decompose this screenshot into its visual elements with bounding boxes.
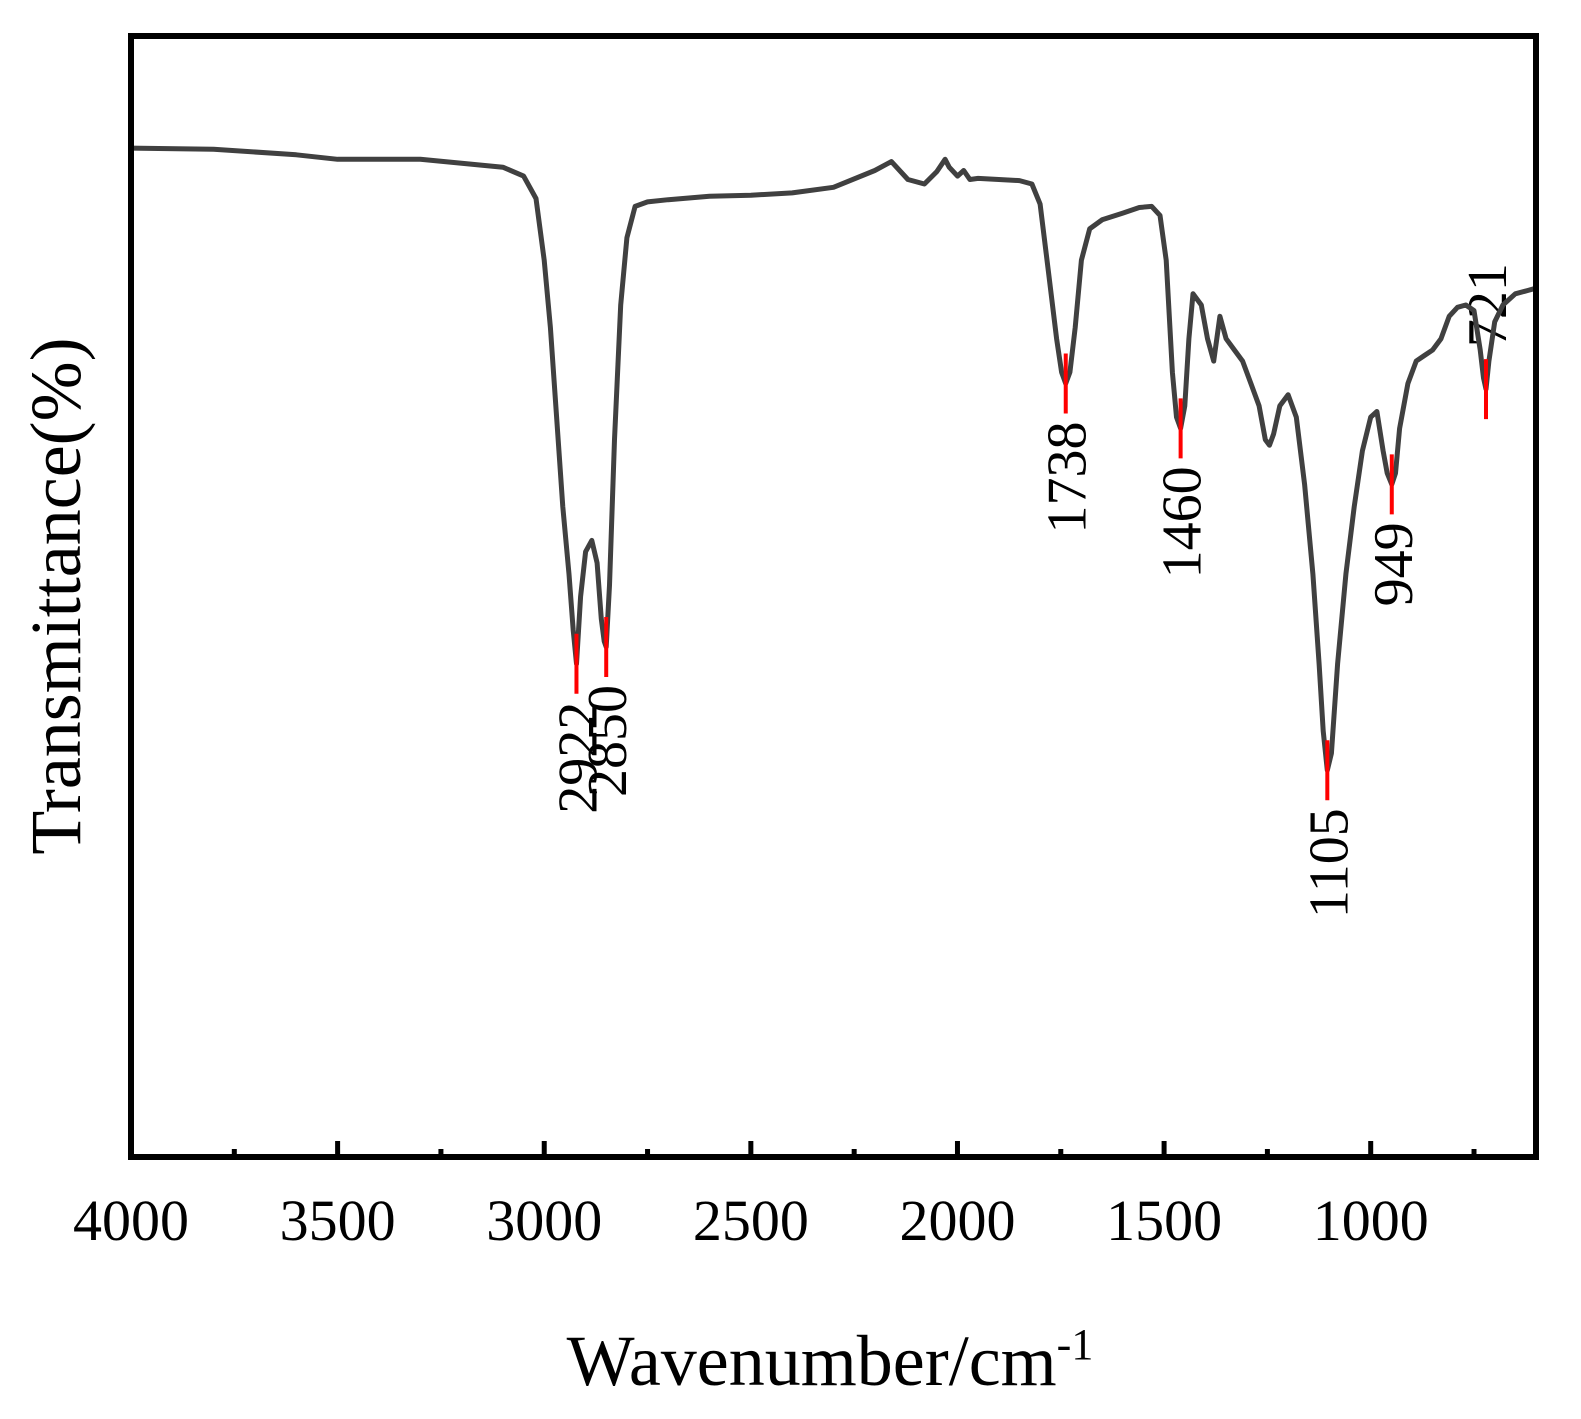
x-axis-title-superscript: -1 [1057, 1320, 1094, 1369]
x-tick-label-4000: 4000 [73, 1188, 189, 1253]
series-layer [128, 145, 1539, 773]
peak-label-1738: 1738 [1037, 422, 1099, 534]
x-tick-label-2500: 2500 [693, 1188, 809, 1253]
plot-frame [128, 33, 1539, 1160]
peak-label-1460: 1460 [1152, 466, 1214, 578]
x-axis-tick-labels: 4000 3500 3000 2500 2000 1500 1000 [73, 1188, 1429, 1253]
spectrum-line [128, 145, 1539, 773]
x-axis-title: Wavenumber/cm-1 [567, 1320, 1094, 1401]
peak-label-2922: 2922 [547, 702, 609, 814]
peak-label-949: 949 [1363, 522, 1425, 606]
peak-label-2850: 2850 [577, 685, 639, 797]
y-axis-title: Transmittance(%) [16, 337, 96, 854]
x-tick-label-3500: 3500 [280, 1188, 396, 1253]
x-axis-title-main: Wavenumber/cm [567, 1321, 1057, 1401]
x-tick-label-1000: 1000 [1313, 1188, 1429, 1253]
peak-markers [574, 353, 1488, 801]
x-axis-ticks [231, 1141, 1477, 1157]
x-tick-label-2000: 2000 [899, 1188, 1015, 1253]
x-tick-label-3000: 3000 [486, 1188, 602, 1253]
x-tick-label-1500: 1500 [1106, 1188, 1222, 1253]
peak-label-1105: 1105 [1298, 808, 1360, 918]
